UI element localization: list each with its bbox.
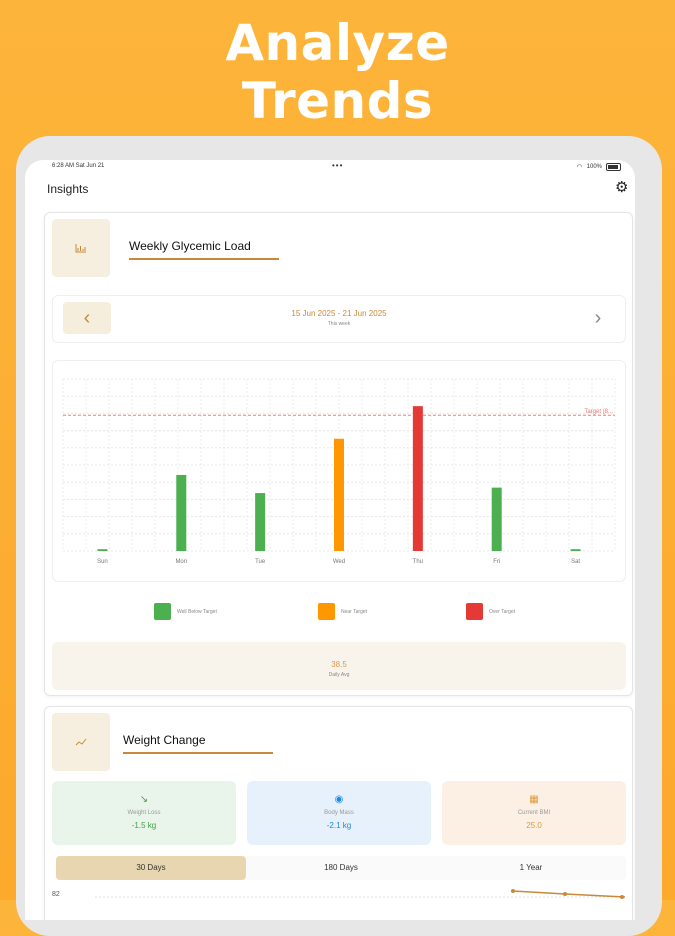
bar-sat xyxy=(570,549,581,551)
x-tick-label: Thu xyxy=(413,559,423,565)
bmi-calculator-icon: ▦ xyxy=(529,794,539,805)
x-tick-label: Sat xyxy=(571,559,580,565)
promo-line-2: Trends xyxy=(241,72,434,130)
title-underline xyxy=(129,258,279,260)
glycemic-chart-box: Target (8... Sun Mon Tue Wed Thu Fri Sat xyxy=(52,360,626,582)
legend-swatch xyxy=(154,603,171,620)
glycemic-title: Weekly Glycemic Load xyxy=(129,239,251,253)
stat-weight-loss: ↘ Weight Loss -1.5 kg xyxy=(52,781,236,845)
weight-axis-label: 82 xyxy=(52,891,60,898)
daily-average: 38.5 Daily Avg xyxy=(52,642,626,690)
x-tick-label: Wed xyxy=(333,559,345,565)
app-screen: 6:28 AM Sat Jun 21 ••• ◠ 100% Insights ⚙… xyxy=(25,160,635,920)
status-time: 6:28 AM Sat Jun 21 xyxy=(52,163,105,169)
stat-value: -1.5 kg xyxy=(131,821,157,830)
chevron-right-icon: › xyxy=(594,306,602,329)
battery-percent: 100% xyxy=(586,164,602,170)
chevron-left-icon: ‹ xyxy=(83,306,91,329)
trend-down-icon: ↘ xyxy=(139,794,149,805)
x-tick-label: Sun xyxy=(97,559,108,565)
x-tick-label: Tue xyxy=(255,559,266,565)
period-30-days[interactable]: 30 Days xyxy=(56,856,246,880)
stat-label: Current BMI xyxy=(517,810,551,816)
wifi-icon: ◠ xyxy=(576,164,583,171)
period-selector: 30 Days 180 Days 1 Year xyxy=(56,856,626,880)
bar-mon xyxy=(176,474,187,551)
gear-icon[interactable]: ⚙ xyxy=(615,179,629,196)
stat-label: Weight Loss xyxy=(127,810,161,816)
next-week-button[interactable]: › xyxy=(583,302,613,334)
status-bar: 6:28 AM Sat Jun 21 ••• ◠ 100% xyxy=(25,160,635,174)
legend-label: Near Target xyxy=(341,608,368,615)
legend-label: Well Below Target xyxy=(177,608,217,615)
legend-label: Over Target xyxy=(489,608,516,615)
stat-label: Body Mass xyxy=(324,810,354,816)
prev-week-button[interactable]: ‹ xyxy=(63,302,111,334)
battery-icon xyxy=(606,163,621,171)
chart-icon xyxy=(52,219,110,277)
period-1-year[interactable]: 1 Year xyxy=(519,863,543,872)
date-range-sub: This week xyxy=(327,321,351,327)
body-mass-icon: ◉ xyxy=(334,794,344,805)
promo-line-1: Analyze xyxy=(225,14,450,72)
weight-line-chart xyxy=(95,889,625,899)
target-label: Target (8... xyxy=(584,409,613,415)
week-navigator: ‹ 15 Jun 2025 - 21 Jun 2025 This week › xyxy=(52,295,626,343)
stat-current-bmi: ▦ Current BMI 25.0 xyxy=(442,781,626,845)
bar-sun xyxy=(97,549,108,551)
legend-well-below: Well Below Target xyxy=(154,603,217,620)
x-tick-label: Fri xyxy=(493,559,500,565)
glycemic-card: Weekly Glycemic Load ‹ 15 Jun 2025 - 21 … xyxy=(44,212,633,696)
legend-over: Over Target xyxy=(466,603,515,620)
stat-value: -2.1 kg xyxy=(326,821,352,830)
promo-headline: Analyze Trends xyxy=(0,14,675,130)
period-180-days[interactable]: 180 Days xyxy=(324,863,358,872)
date-range: 15 Jun 2025 - 21 Jun 2025 xyxy=(291,309,387,318)
multitask-dots[interactable]: ••• xyxy=(332,161,344,170)
legend-swatch xyxy=(466,603,483,620)
legend-near: Near Target xyxy=(318,603,367,620)
stat-body-mass: ◉ Body Mass -2.1 kg xyxy=(247,781,431,845)
page-title: Insights xyxy=(47,182,89,196)
bar-wed xyxy=(334,438,344,551)
bar-fri xyxy=(491,487,502,551)
stat-value: 25.0 xyxy=(526,821,542,830)
legend-swatch xyxy=(318,603,335,620)
bar-thu xyxy=(412,406,423,551)
bar-tue xyxy=(255,493,266,551)
daily-avg-value: 38.5 xyxy=(331,660,347,669)
title-underline xyxy=(123,752,273,754)
x-tick-label: Mon xyxy=(175,559,187,565)
daily-avg-label: Daily Avg xyxy=(328,672,350,678)
trend-icon xyxy=(52,713,110,771)
glycemic-bar-chart: Target (8... Sun Mon Tue Wed Thu Fri Sat xyxy=(62,378,616,565)
weight-title: Weight Change xyxy=(123,733,206,747)
weight-card: Weight Change ↘ Weight Loss -1.5 kg ◉ Bo… xyxy=(44,706,633,920)
